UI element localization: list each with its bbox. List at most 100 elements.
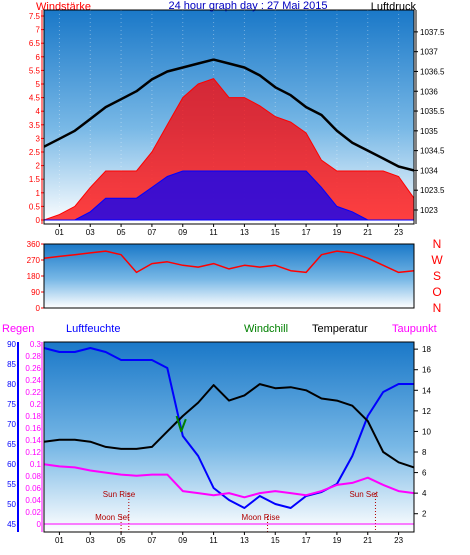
pressure-tick-label: 1036.5 [420, 67, 445, 76]
x-tick-label: 13 [240, 228, 249, 237]
x-axis-bottom: 01 03 05 07 09 11 13 15 17 19 21 23 [55, 532, 404, 545]
legend-entry: Windchill [244, 323, 288, 335]
rain-tick-label: 0.3 [30, 340, 42, 349]
x-tick-label: 09 [178, 536, 187, 545]
temperature-tick-label: 12 [422, 407, 431, 416]
direction-tick-label: 0 [36, 304, 41, 313]
rain-tick-label: 0.1 [30, 460, 42, 469]
pressure-tick-label: 1035.5 [420, 107, 445, 116]
wind-tick-label: 6.5 [29, 39, 41, 48]
x-tick-label: 03 [86, 228, 95, 237]
x-tick-label: 17 [302, 228, 311, 237]
wind-tick-label: 1 [36, 189, 41, 198]
wind-direction-series [43, 250, 415, 274]
rain-tick-label: 0.16 [25, 424, 41, 433]
x-tick-label: 03 [86, 536, 95, 545]
legend: Regen Luftfeuchte Windchill Temperatur Taupu… [2, 323, 437, 335]
rain-axis: 0 0.02 0.04 0.06 0.08 0.1 0.12 0.14 0.16 0.18 0.2 0… [25, 340, 43, 532]
rain-tick-label: 0.04 [25, 496, 41, 505]
legend-entry: Luftfeuchte [66, 323, 120, 335]
rain-tick-label: 0.14 [25, 436, 41, 445]
rain-tick-label: 0.26 [25, 364, 41, 373]
x-tick-label: 01 [55, 228, 64, 237]
temperature-tick-label: 10 [422, 427, 431, 436]
x-tick-label: 21 [363, 228, 372, 237]
temperature-tick-label: 16 [422, 366, 431, 375]
x-tick-label: 15 [271, 536, 280, 545]
x-tick-label: 19 [332, 536, 341, 545]
x-tick-label: 07 [147, 536, 156, 545]
x-tick-label: 23 [394, 228, 403, 237]
rain-tick-label: 0.12 [25, 448, 41, 457]
luftfeuchte-series [43, 347, 414, 509]
humidity-tick-label: 80 [7, 380, 16, 389]
wind-tick-label: 4 [36, 107, 41, 116]
wind-tick-label: 3 [36, 134, 41, 143]
x-tick-label: 11 [209, 228, 218, 237]
wind-direction-series [43, 250, 415, 274]
pressure-axis-label: Luftdruck [371, 1, 417, 13]
humidity-tick-label: 75 [7, 400, 16, 409]
x-tick-label: 07 [147, 228, 156, 237]
x-tick-label: 01 [55, 536, 64, 545]
annotation-label: Moon Rise [242, 513, 281, 522]
temperature-humidity-series [43, 347, 415, 525]
wind-tick-label: 3.5 [29, 121, 41, 130]
temperature-tick-label: 4 [422, 489, 427, 498]
wind-tick-label: 7 [36, 26, 41, 35]
temperature-tick-label: 14 [422, 386, 431, 395]
frame-top [43, 9, 415, 225]
humidity-tick-label: 45 [7, 520, 16, 529]
annotation-label: Sun Set [349, 490, 378, 499]
x-tick-label: 09 [178, 228, 187, 237]
frame-mid [43, 243, 415, 309]
humidity-tick-label: 55 [7, 480, 16, 489]
direction-axis: 0 90 180 270 360 [27, 240, 44, 313]
x-tick-label: 05 [117, 228, 126, 237]
pressure-axis: 1023 1023.5 1034 1034.5 1035 1035.5 1036 1036.5… [414, 10, 445, 224]
direction-tick-label: 90 [31, 288, 40, 297]
annotation-label: Sun Rise [103, 490, 136, 499]
pressure-tick-label: 1034 [420, 166, 438, 175]
wind-tick-label: 2.5 [29, 148, 41, 157]
wind-tick-label: 1.5 [29, 175, 41, 184]
rain-tick-label: 0.22 [25, 388, 41, 397]
rain-tick-label: 0.08 [25, 472, 41, 481]
rain-tick-label: 0.2 [30, 400, 42, 409]
x-tick-label: 23 [394, 536, 403, 545]
compass-label: N [433, 237, 442, 251]
chart-title: 24 hour graph day : 27 Mai 2015 [168, 0, 327, 12]
temperature-axis: 2 4 6 8 10 12 14 16 18 [414, 345, 431, 519]
rain-tick-label: 0.18 [25, 412, 41, 421]
pressure-tick-label: 1023 [420, 206, 438, 215]
legend-entry: Temperatur [312, 323, 368, 335]
x-tick-label: 21 [363, 536, 372, 545]
wind-tick-label: 0 [36, 216, 41, 225]
compass-label: W [431, 253, 443, 267]
windchill-series [175, 415, 187, 433]
x-tick-label: 11 [209, 536, 218, 545]
legend-entry: Taupunkt [392, 323, 437, 335]
wind-tick-label: 7.5 [29, 12, 41, 21]
direction-tick-label: 180 [27, 272, 41, 281]
humidity-tick-label: 85 [7, 360, 16, 369]
wind-tick-label: 2 [36, 162, 41, 171]
wind-mean-series [44, 170, 414, 221]
humidity-tick-label: 65 [7, 440, 16, 449]
rain-tick-label: 0 [37, 520, 42, 529]
pressure-tick-label: 1034.5 [420, 147, 445, 156]
humidity-axis: 45 50 55 60 65 70 75 80 85 90 [7, 340, 19, 532]
x-tick-label: 17 [302, 536, 311, 545]
pressure-tick-label: 1037.5 [420, 28, 445, 37]
humidity-tick-label: 70 [7, 420, 16, 429]
rain-tick-label: 0.28 [25, 352, 41, 361]
pressure-tick-label: 1035 [420, 127, 438, 136]
pressure-tick-label: 1036 [420, 87, 438, 96]
temperatur-series [43, 383, 415, 469]
wind-tick-label: 5.5 [29, 66, 41, 75]
x-tick-label: 05 [117, 536, 126, 545]
humidity-tick-label: 90 [7, 340, 16, 349]
temperature-tick-label: 2 [422, 510, 427, 519]
